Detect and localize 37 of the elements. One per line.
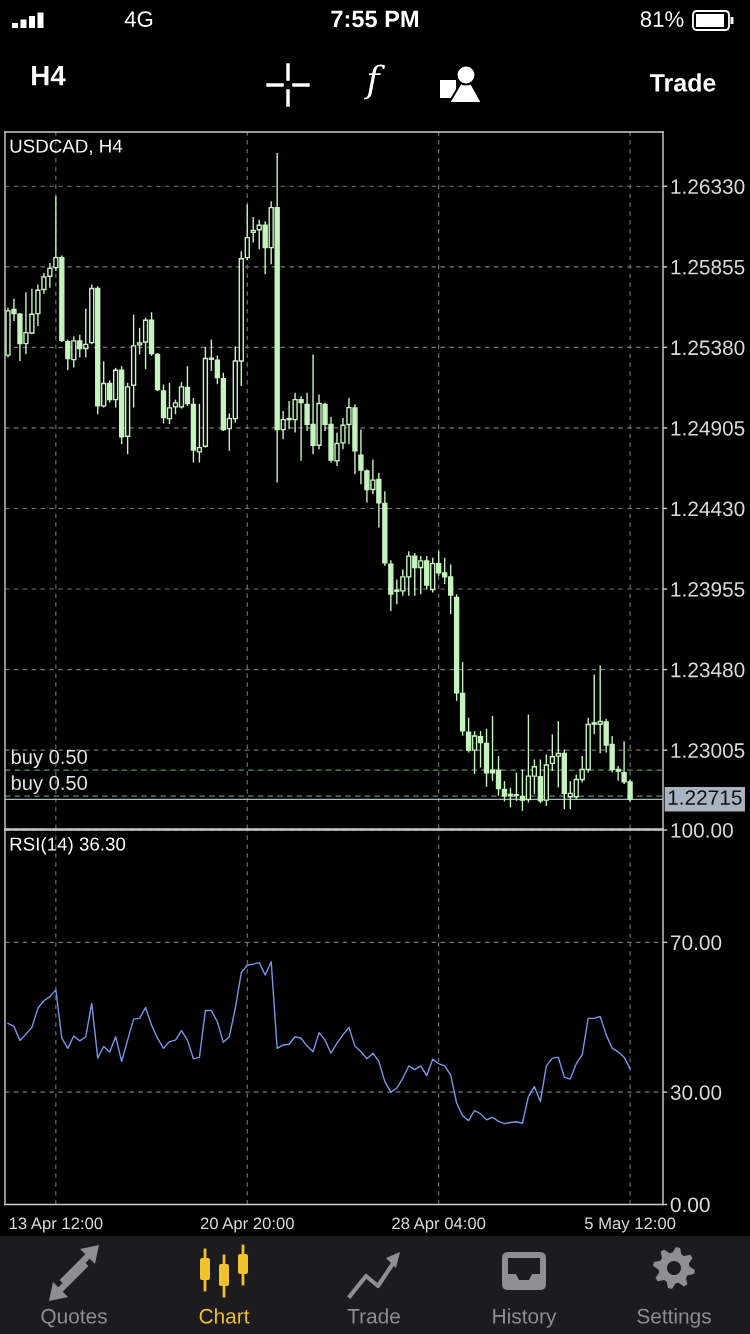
ref-line-label: buy 0.50 (11, 749, 88, 769)
x-tick-label: 13 Apr 12:00 (9, 1217, 103, 1233)
y-tick-label: 1.23480 (671, 662, 745, 678)
text: f (364, 64, 386, 100)
candlestick (250, 216, 256, 243)
y-tick-label: 1.23955 (671, 582, 745, 597)
text: 7:55 PM (331, 10, 419, 28)
candlestick (244, 204, 250, 261)
y-tick-label: 0.00 (670, 1197, 710, 1213)
text: 81% (640, 11, 684, 27)
text: Chart (199, 1308, 250, 1324)
ref-line-label: 1.22715 (668, 790, 742, 805)
text: Trade (649, 73, 716, 92)
candlestick (35, 284, 41, 327)
ref-line-label: buy 0.50 (11, 775, 88, 795)
text: Settings (637, 1308, 711, 1328)
x-tick-label: 20 Apr 20:00 (200, 1217, 294, 1233)
y-tick-label: 1.24905 (671, 420, 745, 436)
text: Quotes (41, 1308, 107, 1328)
y-tick-label: 1.23005 (671, 743, 745, 758)
x-tick-label: 28 Apr 04:00 (392, 1217, 486, 1233)
y-tick-label: 30.00 (670, 1085, 722, 1100)
text: 4G (124, 11, 153, 27)
text: Trade (347, 1308, 400, 1324)
chart-title: USDCAD, H4 (10, 139, 123, 155)
y-tick-label: 100.00 (671, 823, 733, 838)
line-series (7, 961, 631, 1125)
y-tick-label: 1.25855 (671, 259, 745, 275)
candlestick (214, 355, 221, 385)
y-tick-label: 1.24430 (671, 501, 745, 517)
chart-title: RSI(14) 36.30 (10, 836, 126, 855)
y-tick-label: 1.26330 (671, 179, 745, 195)
text: History (493, 1308, 557, 1328)
y-tick-label: 70.00 (671, 935, 722, 951)
y-tick-label: 1.25380 (671, 340, 745, 356)
x-tick-label: 5 May 12:00 (584, 1217, 676, 1233)
text: H4 (32, 66, 66, 86)
